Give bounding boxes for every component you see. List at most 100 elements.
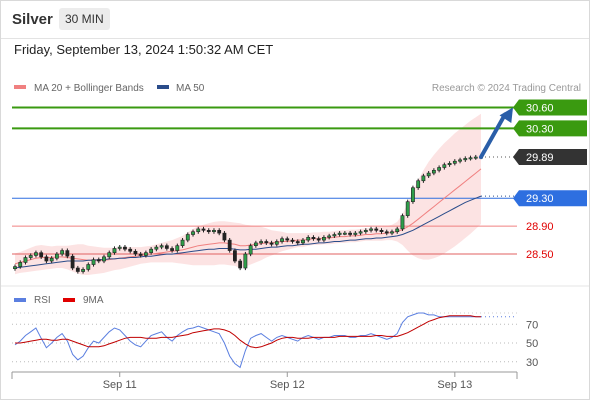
candle <box>442 162 447 170</box>
level-tag-text: 30.60 <box>526 102 554 114</box>
candle-body <box>400 215 405 230</box>
candle-body <box>28 255 33 258</box>
candle <box>222 231 227 243</box>
candle <box>191 229 195 237</box>
candle <box>379 228 384 234</box>
candle <box>295 239 300 245</box>
candle <box>233 248 237 264</box>
interval-selector[interactable]: 30 MIN <box>59 8 110 30</box>
candle-body <box>301 239 305 244</box>
candle-body <box>337 232 342 235</box>
candle <box>285 236 290 243</box>
level-tag-28.90: 28.90 <box>526 221 554 233</box>
candle <box>458 157 462 164</box>
candle-body <box>227 239 232 251</box>
candle-body <box>86 264 91 270</box>
candlesticks <box>13 154 483 274</box>
candle-body <box>416 180 421 189</box>
candle <box>39 250 44 259</box>
candle <box>452 159 457 166</box>
projection-arrow <box>479 107 513 160</box>
chart-header: Silver 30 MIN <box>1 1 589 39</box>
candle-body <box>185 234 190 241</box>
candle <box>384 229 389 236</box>
candle-body <box>102 256 106 262</box>
candle <box>306 235 311 243</box>
level-tag-29.89: 29.89 <box>513 149 587 166</box>
candle-body <box>285 238 290 241</box>
legend-ma20-label: MA 20 + Bollinger Bands <box>34 83 144 94</box>
candle <box>290 238 295 244</box>
candle <box>337 231 342 237</box>
candle-body <box>253 242 258 246</box>
candle <box>416 178 421 190</box>
candle <box>13 264 17 271</box>
candle <box>363 228 368 234</box>
projection-shaft <box>479 112 507 160</box>
candle-body <box>369 228 373 231</box>
candle-body <box>259 241 263 244</box>
candle <box>327 233 332 240</box>
candle <box>374 226 379 233</box>
candle <box>390 229 394 236</box>
candle-body <box>316 238 321 241</box>
candle-body <box>311 237 316 240</box>
level-tag-text: 28.90 <box>526 221 554 233</box>
candle-body <box>269 242 274 245</box>
candle-body <box>322 237 326 241</box>
candle <box>107 250 112 259</box>
candle <box>311 235 316 241</box>
candle <box>44 254 49 264</box>
candle-body <box>306 237 311 241</box>
candle-body <box>201 228 206 231</box>
candle-body <box>421 175 426 182</box>
candle <box>358 229 363 236</box>
level-tag-28.50: 28.50 <box>526 249 554 261</box>
legend-9ma-label: 9MA <box>83 295 104 306</box>
candle <box>23 255 28 265</box>
candle-body <box>143 252 148 256</box>
legend-ma50-swatch <box>157 85 169 89</box>
candle-body <box>175 245 180 251</box>
candle <box>253 240 258 248</box>
level-tag-text: 29.89 <box>526 152 554 164</box>
candle-body <box>212 230 216 233</box>
candle <box>201 226 206 233</box>
rsi-level-label: 70 <box>526 319 538 331</box>
candle-body <box>358 231 363 234</box>
candle-body <box>49 257 54 262</box>
x-tick-label: Sep 12 <box>270 379 305 391</box>
candle-body <box>164 245 169 249</box>
candle-body <box>196 228 201 233</box>
candle <box>348 231 353 237</box>
candle <box>65 248 70 259</box>
level-tag-text: 29.30 <box>526 193 554 205</box>
candle-body <box>44 256 49 262</box>
candle-body <box>280 238 284 242</box>
candle-body <box>70 255 75 269</box>
candle <box>70 254 75 271</box>
candle-body <box>348 232 353 235</box>
level-tag-bg <box>513 190 587 207</box>
candle-body <box>437 167 442 171</box>
level-tag-bg <box>513 149 587 166</box>
price-levels <box>12 106 517 255</box>
level-tag-bg <box>513 120 587 137</box>
candle-body <box>54 253 59 259</box>
candle <box>123 244 127 252</box>
level-tag-30.30: 30.30 <box>513 120 587 137</box>
candle-body <box>384 231 389 234</box>
candle <box>18 260 23 269</box>
legend-ma50-label: MA 50 <box>176 83 205 94</box>
candle <box>28 253 33 260</box>
candle <box>301 238 305 245</box>
candle-body <box>112 248 117 253</box>
candle-body <box>128 248 133 252</box>
legend-ma20-swatch <box>14 85 26 89</box>
candle <box>316 236 321 243</box>
candle <box>91 257 96 267</box>
candle-body <box>473 156 478 159</box>
candle-body <box>123 246 127 250</box>
legend-9ma-swatch <box>63 298 75 302</box>
level-tag-text: 28.50 <box>526 249 554 261</box>
